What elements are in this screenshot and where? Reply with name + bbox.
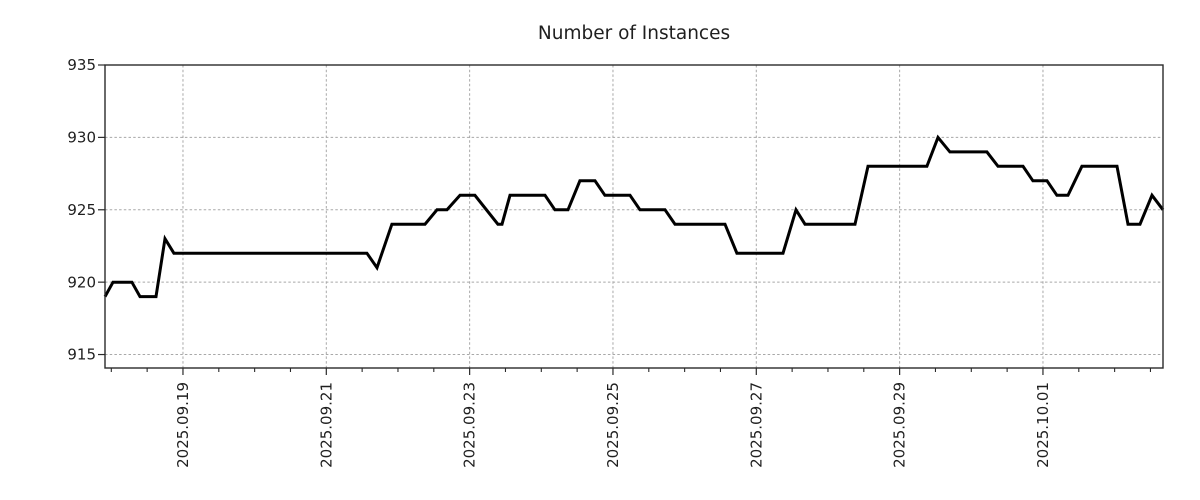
y-tick-label: 920 (67, 273, 96, 291)
instances-line (103, 134, 1165, 299)
axis-labels: 915 920 925 930 935 2025.09.19 2025.09.21 2025.… (67, 56, 1052, 468)
chart-title: Number of Instances (538, 23, 730, 44)
plot-border (104, 64, 1164, 369)
y-tick-label: 935 (67, 56, 96, 74)
data-series (103, 134, 1165, 299)
y-tick-label: 925 (67, 201, 96, 219)
x-tick-label: 2025.09.21 (317, 382, 335, 468)
y-tick-label: 915 (67, 346, 96, 364)
x-tick-label: 2025.09.25 (604, 382, 622, 468)
y-tick-label: 930 (67, 129, 96, 147)
grid-lines (105, 64, 1163, 368)
x-tick-label: 2025.09.27 (747, 382, 765, 468)
axes (98, 64, 1164, 375)
x-tick-label: 2025.09.23 (461, 382, 479, 468)
x-tick-label: 2025.10.01 (1034, 382, 1052, 468)
x-tick-label: 2025.09.29 (891, 382, 909, 468)
x-tick-label: 2025.09.19 (174, 382, 192, 468)
